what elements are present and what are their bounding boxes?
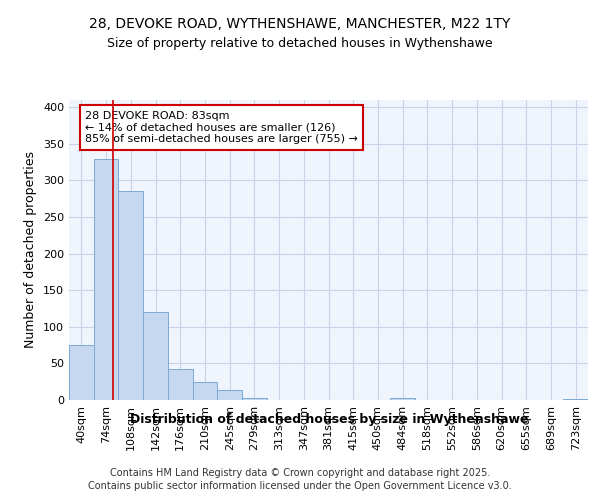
Bar (563, 398, 588, 400)
Bar (242, 398, 267, 400)
Bar (69, 345, 94, 400)
Text: Contains HM Land Registry data © Crown copyright and database right 2025.: Contains HM Land Registry data © Crown c… (110, 468, 490, 477)
Text: 28 DEVOKE ROAD: 83sqm
← 14% of detached houses are smaller (126)
85% of semi-det: 28 DEVOKE ROAD: 83sqm ← 14% of detached … (85, 111, 358, 144)
Y-axis label: Number of detached properties: Number of detached properties (25, 152, 37, 348)
Text: Contains public sector information licensed under the Open Government Licence v3: Contains public sector information licen… (88, 481, 512, 491)
Bar (390, 398, 415, 400)
Text: Distribution of detached houses by size in Wythenshawe: Distribution of detached houses by size … (130, 412, 528, 426)
Text: Size of property relative to detached houses in Wythenshawe: Size of property relative to detached ho… (107, 38, 493, 51)
Text: 28, DEVOKE ROAD, WYTHENSHAWE, MANCHESTER, M22 1TY: 28, DEVOKE ROAD, WYTHENSHAWE, MANCHESTER… (89, 18, 511, 32)
Bar (94, 158, 118, 400)
Bar (143, 312, 168, 400)
Bar (217, 390, 242, 400)
Bar (168, 370, 193, 400)
Bar (193, 382, 217, 400)
Bar (118, 192, 143, 400)
